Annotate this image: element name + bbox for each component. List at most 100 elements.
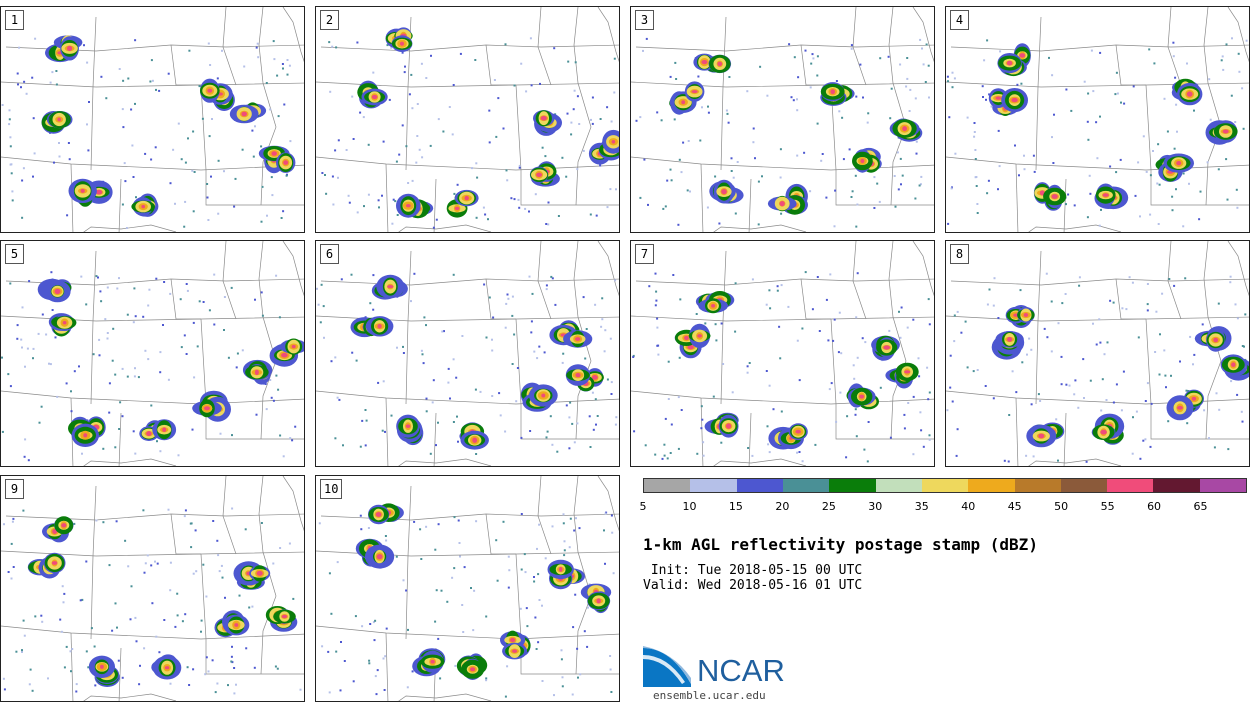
light-echo-pixel bbox=[1020, 82, 1023, 85]
storm-echo bbox=[1007, 337, 1013, 342]
light-echo-pixel bbox=[382, 657, 385, 660]
light-echo-pixel bbox=[377, 199, 380, 202]
state-boundary-line bbox=[1, 550, 304, 557]
light-echo-pixel bbox=[1171, 209, 1174, 212]
storm-echo bbox=[1019, 53, 1026, 58]
light-echo-pixel bbox=[825, 196, 828, 199]
light-echo-pixel bbox=[200, 619, 203, 622]
panel-number-label: 6 bbox=[320, 244, 339, 264]
storm-echo bbox=[241, 111, 247, 117]
light-echo-pixel bbox=[1215, 392, 1218, 395]
light-echo-pixel bbox=[983, 59, 986, 62]
state-boundary-line bbox=[946, 390, 1249, 405]
light-echo-pixel bbox=[117, 659, 120, 662]
light-echo-pixel bbox=[1045, 272, 1048, 275]
light-echo-pixel bbox=[722, 363, 725, 365]
storm-echo bbox=[795, 429, 801, 434]
light-echo-pixel bbox=[54, 336, 57, 339]
light-echo-pixel bbox=[890, 87, 893, 90]
light-echo-pixel bbox=[236, 352, 239, 355]
light-echo-pixel bbox=[899, 63, 902, 66]
light-echo-pixel bbox=[442, 130, 445, 133]
light-echo-pixel bbox=[1007, 460, 1010, 463]
light-echo-pixel bbox=[998, 165, 1001, 168]
light-echo-pixel bbox=[95, 275, 98, 278]
light-echo-pixel bbox=[973, 131, 976, 133]
light-echo-pixel bbox=[534, 193, 537, 196]
light-echo-pixel bbox=[1119, 158, 1122, 161]
light-echo-pixel bbox=[1099, 51, 1102, 54]
light-echo-pixel bbox=[699, 139, 702, 142]
ensemble-url: ensemble.ucar.edu bbox=[653, 689, 766, 702]
light-echo-pixel bbox=[663, 454, 666, 457]
light-echo-pixel bbox=[920, 175, 923, 178]
light-echo-pixel bbox=[1112, 301, 1115, 304]
light-echo-pixel bbox=[437, 118, 440, 121]
storm-echo bbox=[1213, 337, 1219, 343]
light-echo-pixel bbox=[269, 379, 272, 381]
light-echo-pixel bbox=[21, 346, 23, 349]
light-echo-pixel bbox=[947, 222, 950, 225]
light-echo-pixel bbox=[508, 569, 511, 572]
storm-echo bbox=[51, 561, 58, 565]
light-echo-pixel bbox=[116, 287, 119, 290]
light-echo-pixel bbox=[420, 62, 423, 65]
storm-echo bbox=[1011, 97, 1018, 103]
light-echo-pixel bbox=[352, 680, 355, 683]
light-echo-pixel bbox=[134, 102, 136, 105]
light-echo-pixel bbox=[334, 437, 337, 440]
light-echo-pixel bbox=[1170, 374, 1172, 377]
light-echo-pixel bbox=[45, 333, 48, 336]
light-echo-pixel bbox=[511, 363, 514, 365]
panel-number-label: 9 bbox=[5, 479, 24, 499]
light-echo-pixel bbox=[990, 105, 993, 108]
light-echo-pixel bbox=[192, 321, 195, 324]
state-boundary-line bbox=[258, 241, 277, 440]
light-echo-pixel bbox=[207, 670, 210, 673]
light-echo-pixel bbox=[974, 149, 977, 151]
storm-echo bbox=[697, 334, 702, 338]
light-echo-pixel bbox=[148, 288, 151, 291]
light-echo-pixel bbox=[432, 379, 435, 382]
light-echo-pixel bbox=[452, 358, 455, 361]
light-echo-pixel bbox=[746, 365, 749, 368]
light-echo-pixel bbox=[1231, 37, 1233, 40]
light-echo-pixel bbox=[539, 82, 541, 85]
colorbar-segment bbox=[1107, 479, 1154, 492]
light-echo-pixel bbox=[950, 187, 953, 190]
light-echo-pixel bbox=[779, 148, 782, 151]
light-echo-pixel bbox=[1085, 460, 1088, 463]
light-echo-pixel bbox=[664, 205, 667, 208]
light-echo-pixel bbox=[130, 108, 133, 111]
light-echo-pixel bbox=[1083, 80, 1086, 83]
light-echo-pixel bbox=[861, 337, 864, 340]
light-echo-pixel bbox=[55, 83, 58, 86]
light-echo-pixel bbox=[728, 76, 731, 78]
light-echo-pixel bbox=[925, 43, 928, 46]
light-echo-pixel bbox=[1061, 302, 1064, 305]
storm-echo bbox=[1102, 193, 1109, 197]
light-echo-pixel bbox=[67, 142, 70, 144]
light-echo-pixel bbox=[529, 37, 532, 40]
light-echo-pixel bbox=[1114, 93, 1117, 96]
storm-echo bbox=[691, 90, 698, 94]
light-echo-pixel bbox=[260, 291, 263, 294]
light-echo-pixel bbox=[1188, 182, 1190, 185]
light-echo-pixel bbox=[801, 460, 804, 463]
light-echo-pixel bbox=[1161, 292, 1164, 295]
light-echo-pixel bbox=[1208, 437, 1210, 440]
storm-echo bbox=[687, 344, 694, 350]
state-boundary-line bbox=[70, 163, 74, 232]
light-echo-pixel bbox=[855, 435, 858, 438]
light-echo-pixel bbox=[125, 227, 128, 229]
light-echo-pixel bbox=[279, 547, 282, 549]
light-echo-pixel bbox=[58, 142, 60, 144]
light-echo-pixel bbox=[1074, 379, 1077, 382]
state-boundary-line bbox=[258, 7, 277, 206]
light-echo-pixel bbox=[270, 176, 273, 179]
light-echo-pixel bbox=[415, 161, 418, 164]
light-echo-pixel bbox=[254, 298, 256, 301]
light-echo-pixel bbox=[520, 436, 523, 439]
light-echo-pixel bbox=[1134, 194, 1137, 197]
light-echo-pixel bbox=[447, 367, 450, 370]
